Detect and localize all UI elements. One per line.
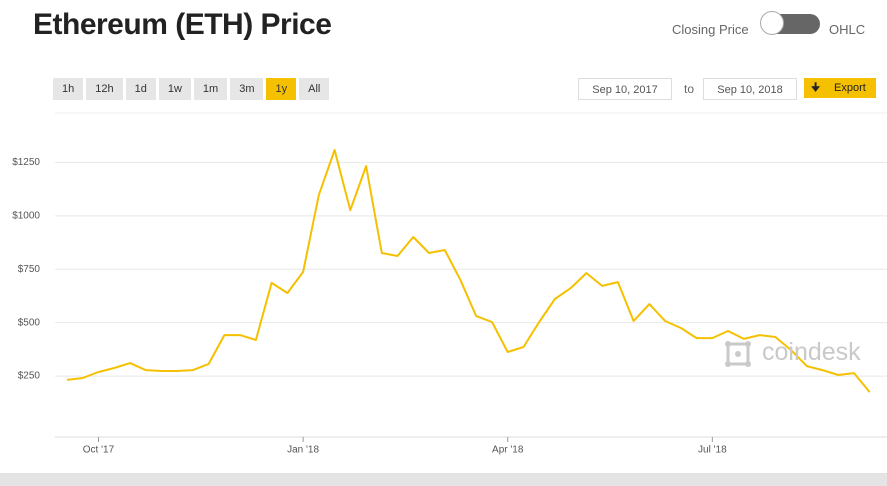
export-icon: 🠋 <box>811 82 821 94</box>
start-date[interactable]: Sep 10, 2017 <box>578 78 672 100</box>
range-button[interactable]: 1m <box>193 78 228 100</box>
y-tick-label: $1250 <box>12 157 40 168</box>
x-tick-label: Jan '18 <box>287 445 319 456</box>
x-tick-label: Apr '18 <box>492 445 524 456</box>
watermark: coindesk <box>762 338 861 366</box>
export-button[interactable]: 🠋 Export <box>804 78 876 98</box>
page-title: Ethereum (ETH) Price <box>33 8 332 41</box>
range-button[interactable]: 1w <box>158 78 191 100</box>
range-buttons: 1h 12h 1d 1w 1m 3m 1y All <box>53 78 330 100</box>
x-tick-label: Oct '17 <box>83 445 115 456</box>
toggle-label[interactable]: Closing Price <box>672 22 749 37</box>
y-tick-label: $250 <box>18 371 41 382</box>
y-tick-label: $750 <box>18 264 41 275</box>
footer-bar <box>0 473 887 486</box>
range-button[interactable]: 3m <box>230 78 264 100</box>
range-button[interactable]: 1d <box>125 78 156 100</box>
range-button[interactable]: 12h <box>86 78 123 100</box>
range-button[interactable]: 1h <box>53 78 84 100</box>
toggle-knob <box>760 11 784 35</box>
y-tick-label: $1000 <box>12 210 40 221</box>
y-tick-label: $500 <box>18 317 41 328</box>
range-button[interactable]: 1y <box>266 78 297 100</box>
watermark-logo <box>725 341 751 367</box>
to-label: to <box>684 82 695 96</box>
toggle-label[interactable]: OHLC <box>829 22 866 37</box>
range-button[interactable]: All <box>299 78 330 100</box>
export-label: Export <box>834 82 866 94</box>
price-line <box>66 149 871 393</box>
x-tick-label: Jul '18 <box>698 445 727 456</box>
end-date[interactable]: Sep 10, 2018 <box>703 78 797 100</box>
toggle[interactable] <box>760 11 820 35</box>
